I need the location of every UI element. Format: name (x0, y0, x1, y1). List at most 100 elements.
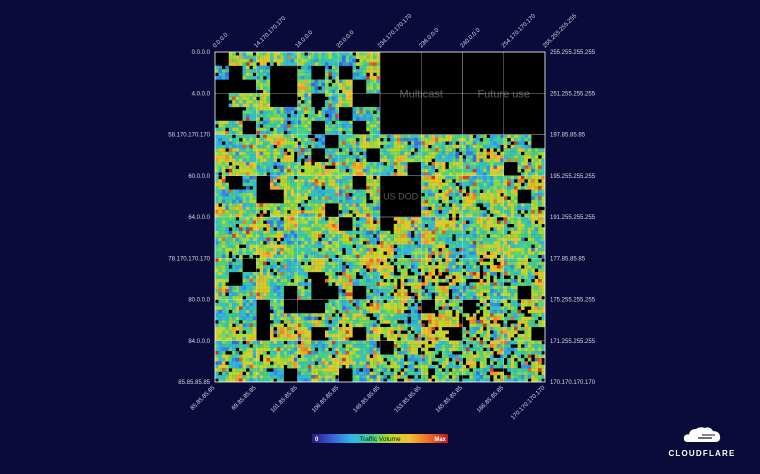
heatmap-cell (235, 172, 240, 176)
heatmap-cell (428, 148, 432, 152)
heatmap-cell (249, 52, 253, 56)
heatmap-cell (366, 220, 370, 225)
heatmap-cell (376, 285, 381, 290)
heatmap-cell (304, 323, 308, 328)
heatmap-cell (376, 189, 381, 194)
heatmap-cell (479, 186, 484, 190)
heatmap-cell (235, 285, 240, 290)
heatmap-cell (328, 58, 333, 63)
heatmap-cell (328, 113, 333, 118)
heatmap-cell (527, 151, 532, 156)
heatmap-cell (297, 261, 302, 266)
heatmap-cell (531, 210, 535, 214)
heatmap-cell (300, 268, 305, 273)
heatmap-cell (232, 268, 236, 273)
heatmap-cell (235, 93, 240, 97)
heatmap-cell (235, 268, 240, 273)
heatmap-cell (531, 179, 535, 183)
heatmap-cell (410, 296, 415, 300)
heatmap-cell (245, 58, 250, 63)
heatmap-cell (441, 278, 446, 283)
heatmap-cell (462, 251, 467, 255)
heatmap-cell (366, 278, 370, 283)
heatmap-cell (228, 213, 233, 218)
heatmap-cell (256, 237, 260, 242)
heatmap-cell (421, 144, 425, 149)
heatmap-cell (232, 58, 236, 63)
heatmap-cell (534, 234, 539, 238)
heatmap-cell (424, 275, 429, 280)
heatmap-cell (263, 58, 267, 63)
heatmap-cell (304, 117, 308, 121)
heatmap-cell (445, 148, 449, 152)
heatmap-cell (455, 234, 460, 238)
heatmap-cell (300, 285, 305, 290)
heatmap-cell (349, 213, 353, 218)
heatmap-cell (376, 175, 381, 180)
heatmap-cell (352, 165, 357, 170)
heatmap-cell (349, 52, 353, 56)
heatmap-cell (215, 296, 219, 300)
heatmap-cell (331, 72, 336, 77)
heatmap-cell (376, 244, 381, 249)
heatmap-cell (242, 72, 247, 77)
heatmap-cell (397, 137, 401, 142)
heatmap-cell (407, 134, 412, 139)
heatmap-cell (335, 268, 339, 273)
heatmap-cell (328, 220, 333, 225)
heatmap-cell (280, 210, 284, 214)
heatmap-cell (380, 265, 384, 269)
heatmap-cell (235, 192, 240, 197)
heatmap-cell (421, 316, 425, 321)
heatmap-cell (534, 206, 539, 211)
heatmap-cell (407, 299, 412, 304)
heatmap-cell (331, 227, 336, 231)
heatmap-cell (318, 52, 322, 56)
heatmap-cell (331, 320, 336, 324)
heatmap-cell (534, 151, 539, 156)
heatmap-cell (287, 144, 291, 149)
heatmap-cell (490, 144, 494, 149)
heatmap-cell (276, 230, 281, 235)
heatmap-cell (431, 265, 436, 269)
heatmap-cell (239, 323, 243, 328)
heatmap-cell (225, 220, 229, 225)
heatmap-cell (259, 237, 264, 242)
heatmap-cell (218, 289, 223, 293)
heatmap-cell (404, 258, 408, 262)
heatmap-cell (538, 158, 542, 163)
heatmap-cell (490, 316, 494, 321)
heatmap-cell (541, 158, 545, 163)
heatmap-cell (276, 306, 281, 310)
heatmap-cell (465, 247, 470, 252)
heatmap-cell (297, 282, 302, 286)
heatmap-cell (383, 261, 388, 266)
heatmap-cell (297, 268, 302, 273)
heatmap-cell (441, 162, 446, 166)
heatmap-cell (280, 165, 284, 170)
heatmap-cell (431, 168, 436, 173)
heatmap-cell (414, 265, 418, 269)
heatmap-cell (493, 299, 498, 304)
heatmap-cell (300, 52, 305, 56)
heatmap-cell (531, 168, 535, 173)
heatmap-cell (369, 172, 374, 176)
heatmap-cell (469, 199, 473, 204)
heatmap-cell (435, 151, 439, 156)
heatmap-cell (225, 196, 229, 200)
heatmap-cell (321, 86, 326, 90)
heatmap-cell (235, 148, 240, 152)
heatmap-cell (245, 110, 250, 115)
heatmap-cell (510, 230, 515, 235)
heatmap-cell (507, 251, 511, 255)
heatmap-cell (266, 79, 271, 84)
heatmap-cell (225, 268, 229, 273)
heatmap-cell (304, 55, 308, 60)
heatmap-cell (479, 323, 484, 328)
heatmap-cell (276, 285, 281, 290)
heatmap-cell (256, 230, 260, 235)
heatmap-cell (225, 296, 229, 300)
heatmap-cell (249, 69, 253, 73)
heatmap-cell (218, 320, 223, 324)
heatmap-cell (541, 230, 545, 235)
